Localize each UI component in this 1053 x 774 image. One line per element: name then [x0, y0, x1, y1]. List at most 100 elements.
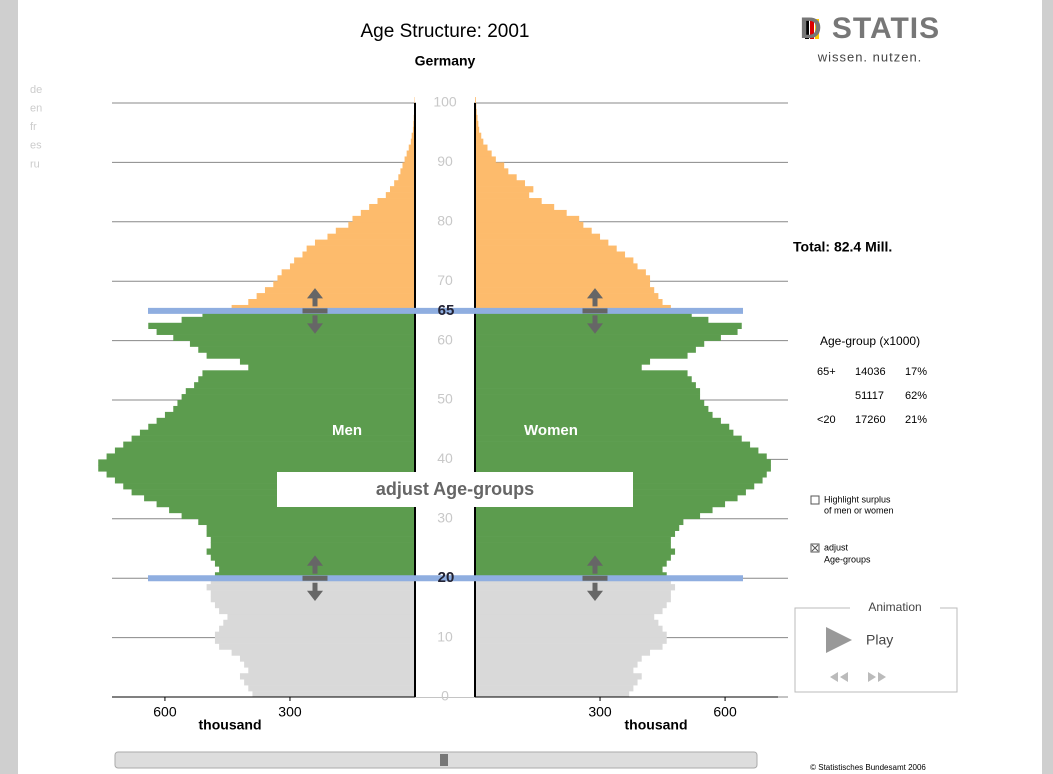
bar [475, 138, 484, 145]
bar [475, 275, 651, 282]
bar [475, 358, 651, 365]
bar [206, 584, 415, 591]
bar [475, 203, 555, 211]
bar [173, 334, 415, 341]
slider[interactable] [114, 751, 758, 769]
title: Age Structure: 2001 [361, 21, 530, 42]
bar [475, 370, 688, 377]
bar [123, 483, 415, 490]
group-count: 17260 [855, 414, 886, 426]
drag-handle[interactable] [582, 555, 608, 602]
bar [214, 631, 415, 638]
option: Age-groups [824, 554, 871, 564]
bar [475, 245, 617, 252]
bar [289, 263, 415, 270]
bar [98, 459, 415, 466]
drag-handle[interactable] [302, 288, 328, 334]
bar [475, 144, 488, 151]
bar [244, 679, 415, 686]
drag-handle[interactable] [582, 288, 608, 334]
center-bg [416, 93, 474, 697]
bar [475, 512, 701, 520]
bar [475, 584, 676, 591]
bar [475, 120, 479, 128]
bar [302, 251, 415, 258]
x-tick-label: 600 [713, 704, 737, 720]
bar [248, 667, 415, 674]
bar [408, 144, 415, 151]
bar [475, 126, 480, 133]
series-label: Women [524, 422, 578, 439]
language[interactable]: fr [30, 121, 37, 133]
slogan: wissen. nutzen. [817, 49, 923, 64]
bar [475, 643, 663, 650]
bar [475, 233, 601, 240]
bar [475, 328, 738, 335]
bar [475, 257, 634, 264]
bar [106, 471, 415, 478]
bar [475, 352, 688, 359]
bar [475, 596, 671, 603]
bar [239, 673, 415, 680]
bar [139, 429, 415, 436]
y-tick-label: 70 [437, 272, 453, 288]
bar [198, 346, 415, 353]
check [811, 544, 819, 552]
option: adjust [824, 542, 849, 552]
y-tick-label: 90 [437, 153, 453, 169]
checkbox[interactable] [810, 495, 820, 505]
slider-thumb[interactable] [440, 754, 448, 766]
play[interactable]: Play [866, 632, 893, 648]
bar [248, 685, 415, 692]
language[interactable]: ru [30, 158, 40, 170]
bar [206, 352, 415, 359]
x-tick-label: 600 [153, 704, 177, 720]
bar [306, 245, 415, 252]
bar [475, 631, 667, 638]
bar [475, 453, 767, 460]
bar [475, 625, 663, 632]
bar [475, 281, 651, 288]
bar [475, 269, 646, 276]
bar [475, 156, 496, 163]
play-icon[interactable] [826, 627, 852, 653]
bar [475, 346, 696, 353]
bar [173, 405, 415, 413]
option: Highlight surplus [824, 494, 891, 504]
bar [475, 322, 742, 330]
subtitle: Germany [415, 53, 476, 69]
drag-handle[interactable] [302, 555, 328, 602]
bar [475, 364, 642, 371]
bar [475, 441, 751, 448]
overlay-box [277, 472, 633, 507]
bar [185, 388, 415, 395]
language[interactable]: es [30, 140, 42, 152]
bar [475, 560, 667, 567]
bar [475, 168, 509, 175]
language[interactable]: de [30, 84, 42, 96]
y-tick-label: 40 [437, 450, 453, 466]
bar [206, 548, 415, 555]
bar [106, 453, 415, 460]
bar [239, 655, 415, 662]
bar [223, 619, 415, 627]
x-tick-label: 300 [278, 704, 302, 720]
language[interactable]: en [30, 103, 42, 115]
bar [398, 174, 415, 181]
bar [206, 530, 415, 537]
step-buttons[interactable] [830, 672, 886, 682]
bar [360, 209, 415, 217]
group-share: 17% [905, 366, 927, 378]
group-count: 14036 [855, 366, 886, 378]
bar [475, 613, 655, 621]
group-count: 51117 [855, 390, 884, 402]
bar [181, 394, 415, 401]
bar [475, 423, 730, 430]
bar [194, 382, 415, 389]
bar [475, 340, 705, 347]
y-tick-label: 0 [441, 688, 449, 704]
bar [131, 489, 415, 496]
bar [181, 316, 415, 324]
bar [210, 536, 415, 543]
bar [475, 607, 663, 615]
